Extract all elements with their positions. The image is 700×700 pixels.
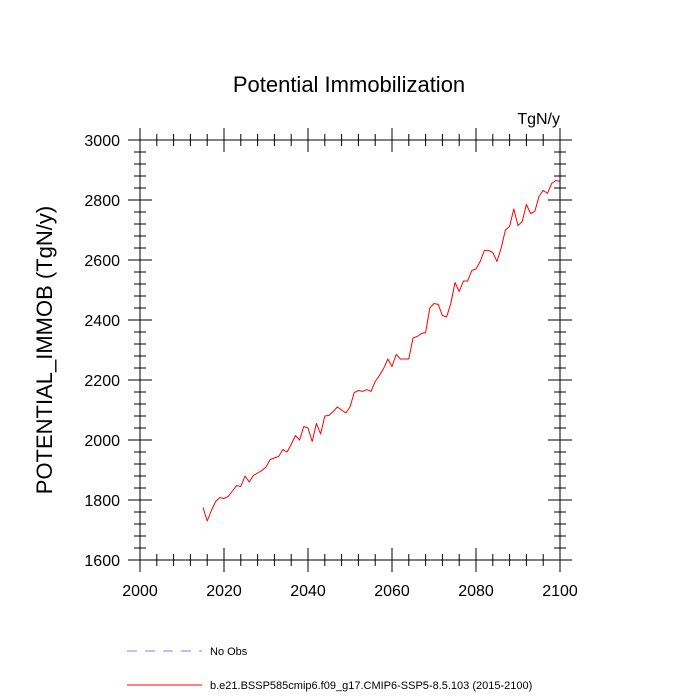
units-label: TgN/y (517, 111, 560, 128)
x-tick-label: 2000 (122, 583, 158, 600)
plot-frame (139, 139, 561, 561)
chart-title: Potential Immobilization (233, 72, 465, 97)
series-line-0 (202, 180, 561, 522)
y-tick-label: 2200 (84, 373, 120, 390)
x-tick-label: 2100 (542, 583, 578, 600)
y-tick-label: 2400 (84, 313, 120, 330)
y-tick-label: 3000 (84, 133, 120, 150)
x-tick-label: 2040 (290, 583, 326, 600)
legend: No Obs b.e21.BSSP585cmip6.f09_g17.CMIP6-… (127, 646, 532, 692)
y-tick-label: 2600 (84, 253, 120, 270)
y-tick-label: 2800 (84, 193, 120, 210)
x-tick-label: 2060 (374, 583, 410, 600)
y-tick-label: 1800 (84, 493, 120, 510)
series-layer (202, 180, 561, 522)
x-tick-label: 2080 (458, 583, 494, 600)
x-tick-label: 2020 (206, 583, 242, 600)
axis-ticks (128, 128, 572, 572)
legend-label-ssp585: b.e21.BSSP585cmip6.f09_g17.CMIP6-SSP5-8.… (210, 680, 532, 692)
y-tick-label: 1600 (84, 553, 120, 570)
tick-labels: 2000 2020 2040 2060 2080 2100 1600 1800 2000 2200… (84, 133, 577, 600)
y-axis-label: POTENTIAL_IMMOB (TgN/y) (32, 206, 57, 494)
legend-label-no-obs: No Obs (210, 646, 248, 658)
y-tick-label: 2000 (84, 433, 120, 450)
